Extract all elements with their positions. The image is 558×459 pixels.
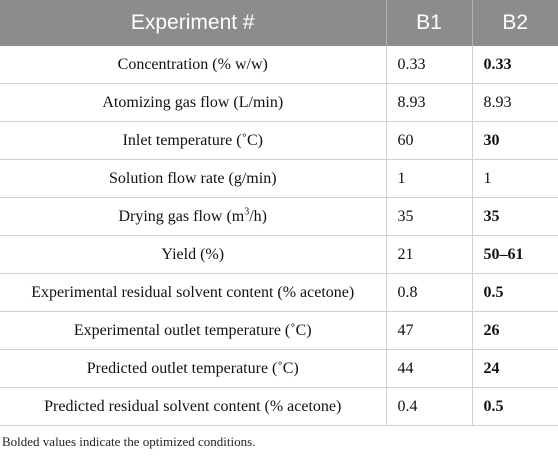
table-header-row: Experiment # B1 B2 <box>0 0 558 46</box>
table-row: Solution flow rate (g/min) 1 1 <box>0 159 558 198</box>
row-label: Experimental outlet temperature (˚C) <box>0 311 387 350</box>
b2-value: 30 <box>472 121 558 160</box>
table-row: Predicted residual solvent content (% ac… <box>0 387 558 426</box>
table-row: Drying gas flow (m3/h) 35 35 <box>0 197 558 236</box>
header-experiment: Experiment # <box>0 0 387 46</box>
row-label: Yield (%) <box>0 235 387 274</box>
table-row: Predicted outlet temperature (˚C) 44 24 <box>0 349 558 388</box>
b1-value: 21 <box>386 235 473 274</box>
b1-value: 0.8 <box>386 273 473 312</box>
row-label-text: Drying gas flow (m <box>118 207 245 225</box>
table-footnote: Bolded values indicate the optimized con… <box>2 434 256 449</box>
b2-value: 1 <box>472 159 558 198</box>
header-b2: B2 <box>472 0 558 46</box>
b2-value: 0.5 <box>472 387 558 426</box>
table-row: Experimental residual solvent content (%… <box>0 273 558 312</box>
row-label: Solution flow rate (g/min) <box>0 159 387 198</box>
row-label: Inlet temperature (˚C) <box>0 121 387 160</box>
row-label: Atomizing gas flow (L/min) <box>0 83 387 122</box>
table-row: Atomizing gas flow (L/min) 8.93 8.93 <box>0 83 558 122</box>
b1-value: 35 <box>386 197 473 236</box>
b2-value: 0.5 <box>472 273 558 312</box>
row-label: Predicted outlet temperature (˚C) <box>0 349 387 388</box>
b1-value: 0.33 <box>386 46 473 84</box>
b2-value: 0.33 <box>472 46 558 84</box>
b1-value: 1 <box>386 159 473 198</box>
row-label: Concentration (% w/w) <box>0 46 387 84</box>
table-row: Concentration (% w/w) 0.33 0.33 <box>0 46 558 84</box>
row-label: Experimental residual solvent content (%… <box>0 273 387 312</box>
b1-value: 44 <box>386 349 473 388</box>
table-row: Experimental outlet temperature (˚C) 47 … <box>0 311 558 350</box>
b2-value: 24 <box>472 349 558 388</box>
b1-value: 60 <box>386 121 473 160</box>
table-row: Inlet temperature (˚C) 60 30 <box>0 121 558 160</box>
b2-value: 35 <box>472 197 558 236</box>
row-label: Drying gas flow (m3/h) <box>0 197 387 236</box>
row-label-text: /h) <box>249 207 268 225</box>
header-b1: B1 <box>386 0 473 46</box>
b2-value: 50–61 <box>472 235 558 274</box>
b1-value: 47 <box>386 311 473 350</box>
table-row: Yield (%) 21 50–61 <box>0 235 558 274</box>
b1-value: 0.4 <box>386 387 473 426</box>
b2-value: 26 <box>472 311 558 350</box>
b1-value: 8.93 <box>386 83 473 122</box>
row-label: Predicted residual solvent content (% ac… <box>0 387 387 426</box>
experiment-table: Experiment # B1 B2 Concentration (% w/w)… <box>0 0 558 426</box>
superscript: 3 <box>244 206 250 218</box>
b2-value: 8.93 <box>472 83 558 122</box>
